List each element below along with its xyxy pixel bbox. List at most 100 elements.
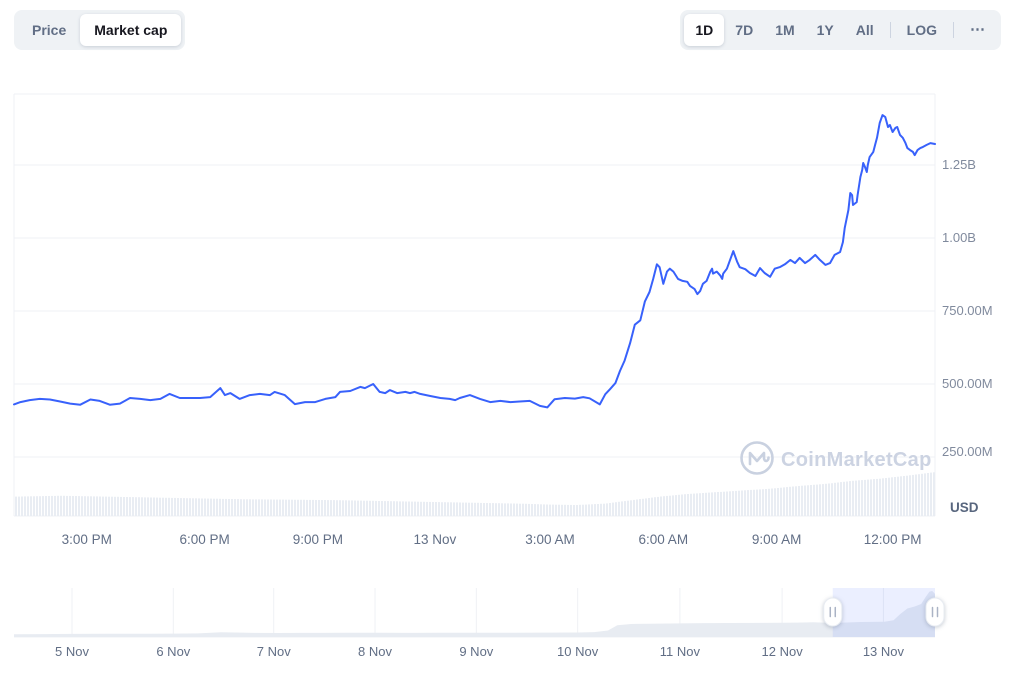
- more-options-icon[interactable]: ⋯: [959, 14, 997, 46]
- volume-bar: [507, 503, 509, 516]
- volume-bar: [204, 498, 206, 516]
- volume-bar: [258, 499, 260, 516]
- y-axis-label: 1.25B: [942, 157, 976, 172]
- volume-bar: [867, 479, 869, 516]
- navigator-date-label: 12 Nov: [761, 644, 803, 659]
- y-axis-label: 1.00B: [942, 230, 976, 245]
- volume-bar: [366, 500, 368, 516]
- volume-bar: [786, 487, 788, 516]
- volume-bar: [594, 504, 596, 516]
- market-cap-tab[interactable]: Market cap: [80, 14, 182, 46]
- range-1y-button[interactable]: 1Y: [806, 14, 845, 46]
- y-axis-label: 250.00M: [942, 444, 993, 459]
- volume-bar: [234, 499, 236, 516]
- volume-bar: [393, 501, 395, 516]
- volume-bar: [288, 499, 290, 516]
- main-chart-plot-area[interactable]: [14, 94, 935, 516]
- volume-bar: [489, 503, 491, 516]
- volume-bar: [843, 481, 845, 516]
- volume-bar: [780, 487, 782, 516]
- volume-bar: [603, 503, 605, 516]
- navigator-date-label: 5 Nov: [55, 644, 89, 659]
- range-all-button[interactable]: All: [845, 14, 885, 46]
- volume-bar: [168, 497, 170, 516]
- navigator-date-label: 6 Nov: [156, 644, 191, 659]
- volume-bar: [492, 503, 494, 516]
- volume-bar: [732, 491, 734, 516]
- volume-bar: [834, 482, 836, 516]
- volume-bar: [642, 498, 644, 516]
- volume-bar: [687, 494, 689, 516]
- navigator-date-label: 9 Nov: [459, 644, 494, 659]
- handle-pill: [823, 597, 843, 627]
- range-1m-button[interactable]: 1M: [764, 14, 805, 46]
- volume-bar: [174, 497, 176, 516]
- volume-bar: [675, 495, 677, 516]
- volume-bar: [357, 500, 359, 516]
- navigator-handle[interactable]: [823, 597, 843, 627]
- volume-bar: [276, 499, 278, 516]
- volume-bar: [561, 504, 563, 516]
- log-scale-button[interactable]: LOG: [896, 14, 948, 46]
- volume-bar: [639, 499, 641, 516]
- navigator-handle[interactable]: [925, 597, 945, 627]
- volume-bar: [816, 484, 818, 516]
- y-axis-label: 750.00M: [942, 303, 993, 318]
- volume-bar: [39, 496, 41, 516]
- handle-pill: [925, 597, 945, 627]
- range-1d-button[interactable]: 1D: [684, 14, 725, 46]
- volume-bar: [294, 499, 296, 516]
- navigator-date-label: 13 Nov: [862, 644, 905, 659]
- volume-bar: [291, 499, 293, 516]
- volume-bar: [828, 483, 830, 516]
- volume-bar: [690, 493, 692, 516]
- volume-bar: [138, 497, 140, 516]
- volume-bar: [930, 472, 932, 516]
- x-axis-label: 13 Nov: [413, 532, 457, 547]
- volume-bar: [762, 489, 764, 516]
- volume-bar: [711, 492, 713, 516]
- volume-bar: [534, 504, 536, 516]
- volume-bar: [666, 495, 668, 516]
- range-7d-button[interactable]: 7D: [724, 14, 764, 46]
- volume-bar: [219, 498, 221, 516]
- volume-bar: [462, 502, 464, 516]
- volume-bar: [177, 498, 179, 516]
- volume-bar: [399, 501, 401, 516]
- volume-bar: [525, 503, 527, 516]
- volume-bar: [717, 492, 719, 516]
- volume-bar: [933, 472, 935, 516]
- volume-bar: [441, 502, 443, 516]
- volume-bar: [120, 496, 122, 516]
- volume-bar: [33, 496, 35, 516]
- volume-bar: [48, 496, 50, 516]
- volume-bar: [195, 498, 197, 516]
- volume-bar: [849, 481, 851, 516]
- volume-bar: [618, 501, 620, 516]
- price-tab[interactable]: Price: [18, 14, 80, 46]
- volume-bar: [42, 496, 44, 516]
- volume-bar: [333, 500, 335, 516]
- volume-bar: [585, 504, 587, 516]
- volume-bar: [348, 500, 350, 516]
- volume-bar: [135, 497, 137, 516]
- navigator-selection[interactable]: [832, 588, 935, 637]
- volume-bar: [726, 491, 728, 516]
- volume-bar: [405, 501, 407, 516]
- volume-bar: [228, 499, 230, 516]
- volume-bar: [123, 497, 125, 516]
- volume-bar: [231, 499, 233, 516]
- volume-bar: [570, 504, 572, 516]
- volume-bar: [738, 490, 740, 516]
- volume-bar: [624, 501, 626, 516]
- volume-bar: [669, 495, 671, 516]
- toolbar-divider: [953, 22, 954, 38]
- volume-bar: [645, 498, 647, 516]
- volume-bar: [129, 497, 131, 516]
- volume-bar: [213, 498, 215, 516]
- volume-bar: [381, 501, 383, 516]
- volume-bar: [858, 480, 860, 516]
- volume-bar: [159, 497, 161, 516]
- volume-bar: [453, 502, 455, 516]
- volume-bar: [921, 473, 923, 516]
